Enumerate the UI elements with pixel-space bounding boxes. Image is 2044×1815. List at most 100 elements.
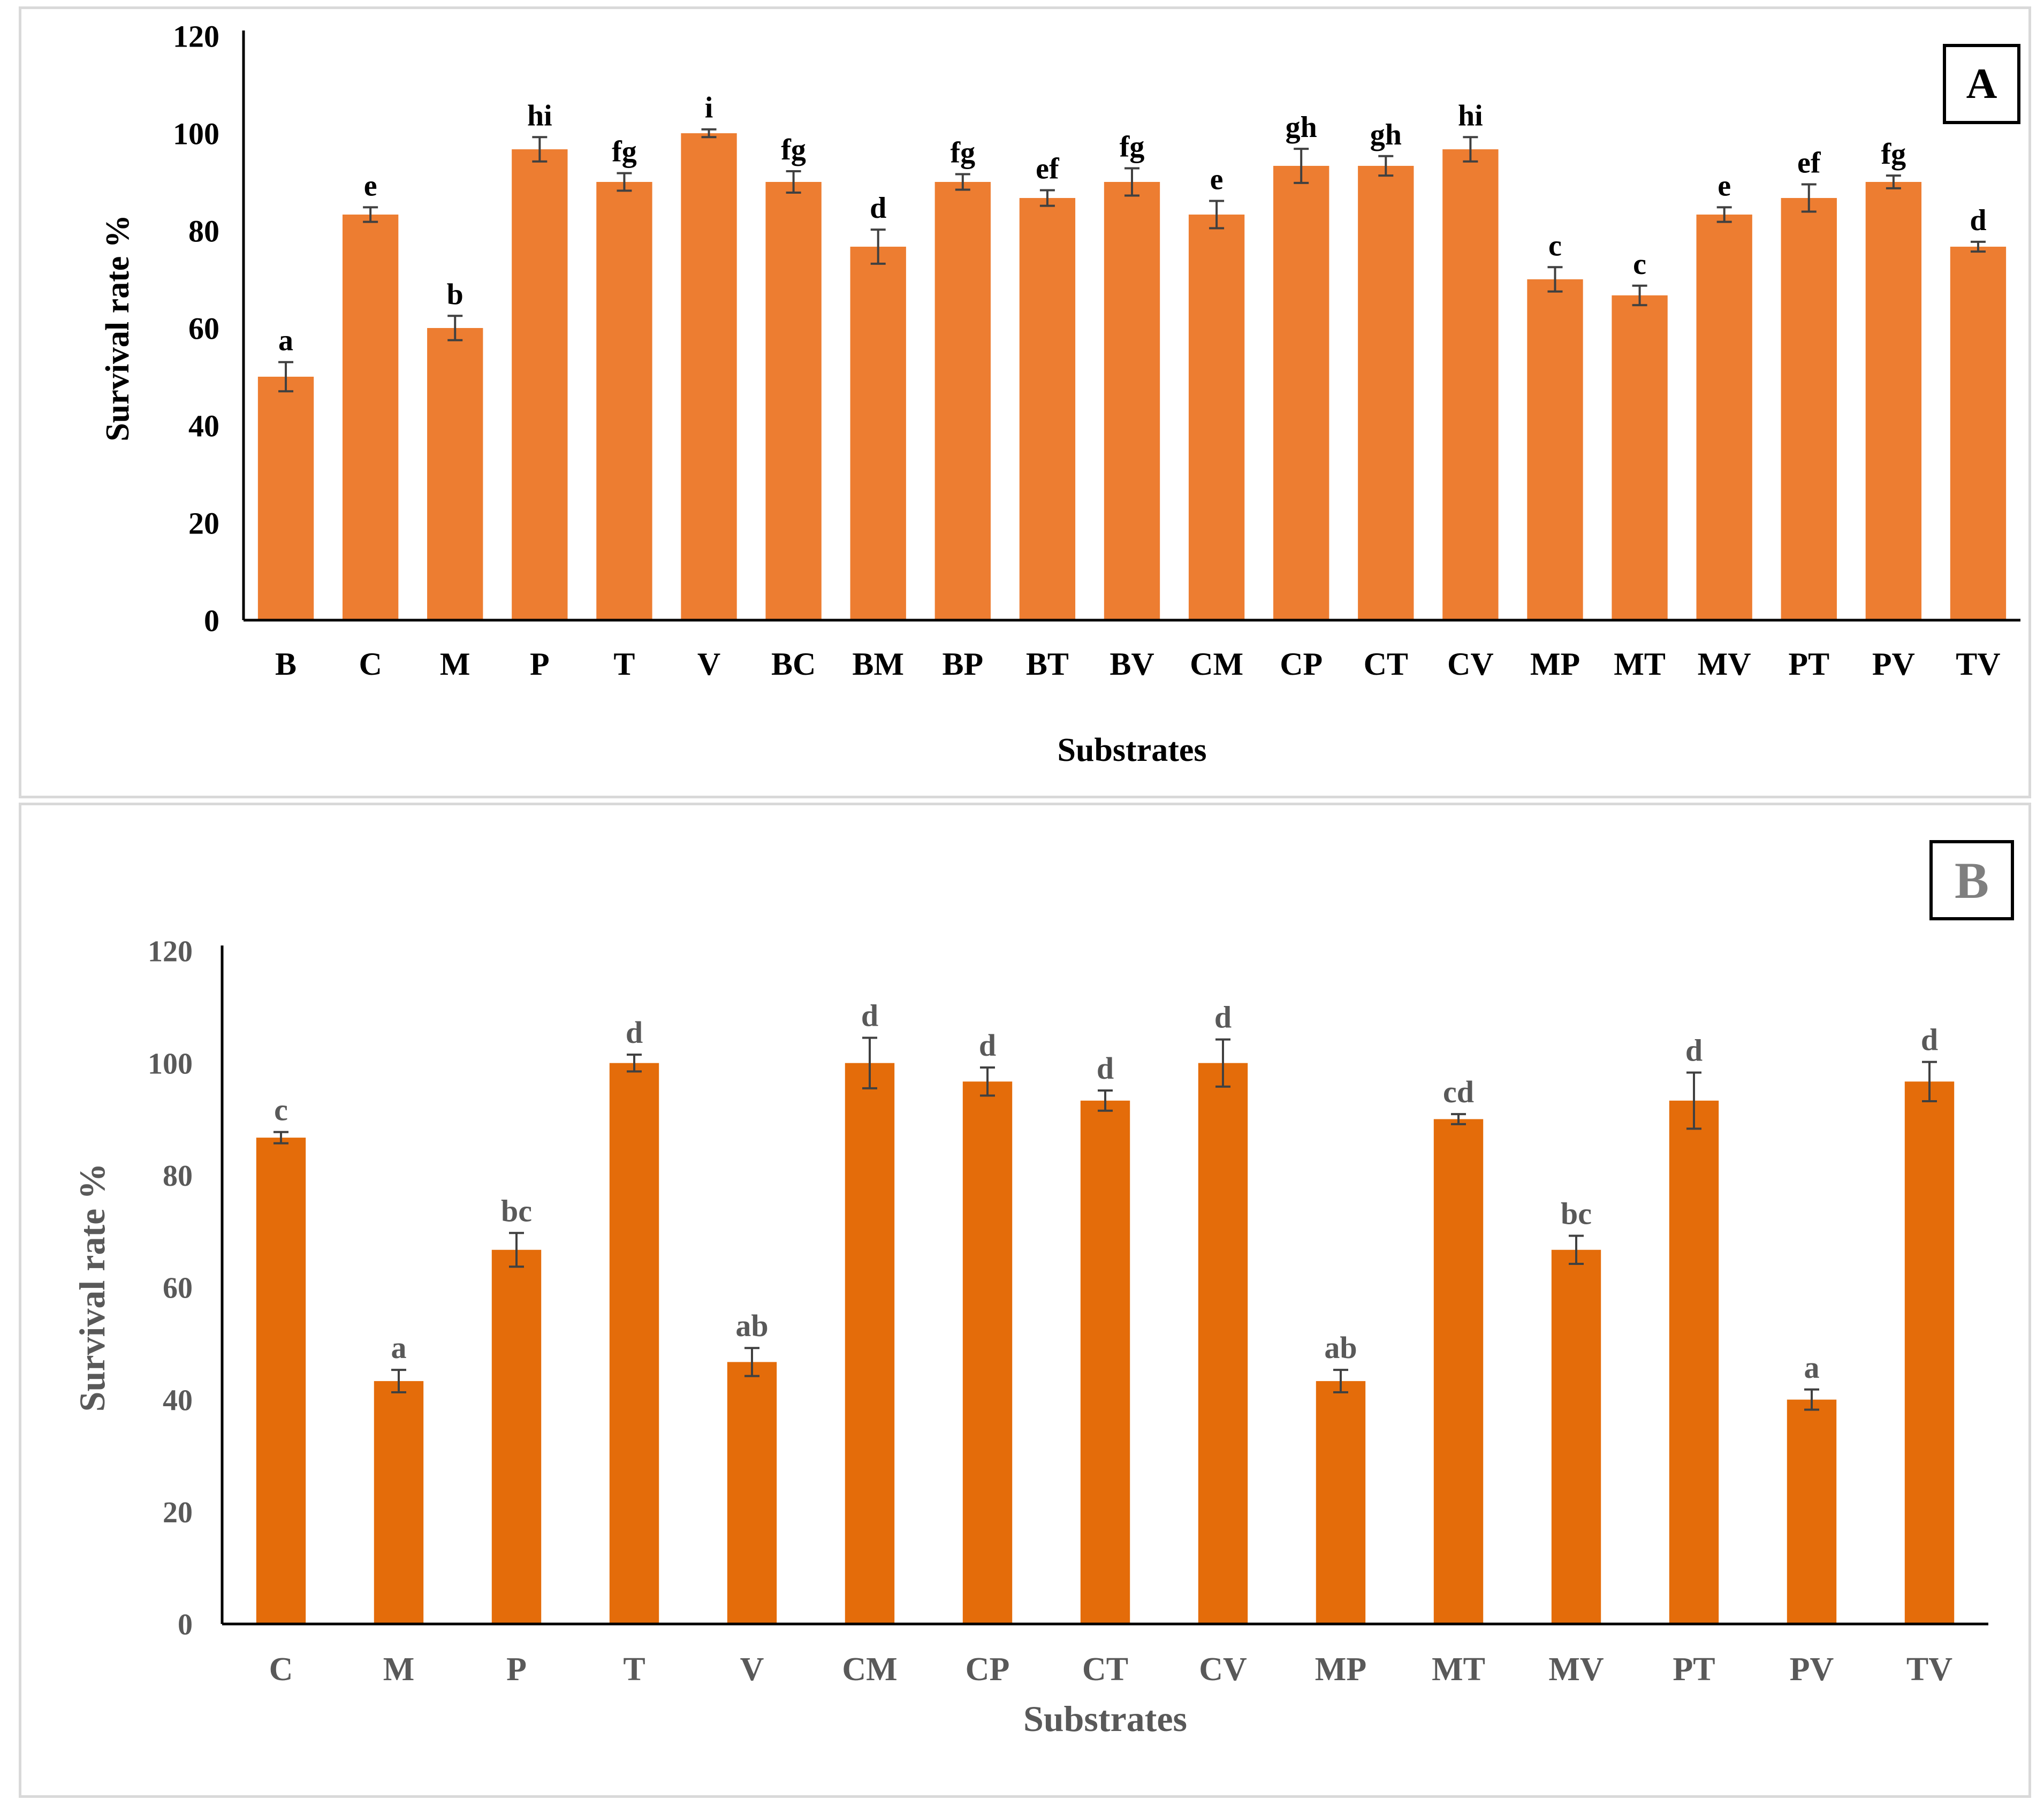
chart-b-x-tick-label: T <box>623 1651 645 1688</box>
chart-a-x-tick-label: P <box>530 646 550 682</box>
chart-b-x-tick-label: C <box>269 1651 293 1688</box>
chart-b-x-tick-label: MT <box>1432 1651 1485 1688</box>
chart-a-bar-pt <box>1781 198 1837 620</box>
chart-a-bar-cp <box>1273 165 1329 621</box>
chart-b-x-tick-label: CP <box>966 1651 1010 1688</box>
chart-a-x-tick-label: MT <box>1614 646 1666 682</box>
chart-a-bar-tv <box>1950 247 2007 620</box>
chart-b-x-tick-label: CV <box>1199 1651 1247 1688</box>
chart-a-x-tick-label: MV <box>1698 646 1751 682</box>
chart-a-significance-letter: ef <box>1036 152 1060 185</box>
chart-b-bar-mt <box>1433 1119 1484 1624</box>
chart-a-significance-letter: b <box>447 278 463 311</box>
chart-b-x-tick-label: CM <box>842 1651 897 1688</box>
chart-b-y-tick-label: 0 <box>178 1608 193 1642</box>
chart-a-x-tick-label: BC <box>771 646 816 682</box>
chart-a-bar-bm <box>850 247 906 620</box>
chart-a-bar-m <box>427 328 483 620</box>
chart-b-bar-cv <box>1198 1063 1248 1624</box>
chart-a-bar-mt <box>1612 295 1668 620</box>
chart-a-x-tick-label: MP <box>1530 646 1580 682</box>
chart-a-x-tick-label: TV <box>1956 646 2000 682</box>
chart-a-bar-bv <box>1104 182 1160 620</box>
chart-b-y-tick-label: 100 <box>148 1047 193 1080</box>
chart-a-bar-cm <box>1188 214 1245 621</box>
chart-b-significance-letter: bc <box>1561 1196 1592 1231</box>
chart-b-bar-c <box>256 1138 306 1624</box>
chart-a-y-tick-label: 60 <box>188 311 219 346</box>
chart-a-significance-letter: d <box>870 192 886 225</box>
chart-b-x-tick-label: CT <box>1082 1651 1128 1688</box>
chart-a-significance-letter: fg <box>1881 138 1906 171</box>
chart-b-bar-cm <box>845 1063 895 1624</box>
chart-b-significance-letter: d <box>1685 1033 1703 1067</box>
chart-a-x-tick-label: PT <box>1788 646 1829 682</box>
chart-b-bar-tv <box>1904 1081 1955 1624</box>
chart-b-significance-letter: d <box>1921 1023 1938 1057</box>
chart-b-significance-letter: d <box>1097 1051 1114 1086</box>
panel-label-a: A <box>1943 44 2020 124</box>
chart-b-bar-pt <box>1669 1100 1719 1624</box>
chart-a-significance-letter: d <box>1970 204 1986 237</box>
chart-a-bar-c <box>342 214 399 621</box>
chart-a-significance-letter: fg <box>781 133 806 166</box>
chart-b-y-tick-label: 120 <box>148 935 193 968</box>
chart-a-x-tick-label: CT <box>1364 646 1408 682</box>
chart-a-x-tick-label: B <box>275 646 297 682</box>
chart-b-bar-mp <box>1316 1381 1366 1624</box>
chart-a-significance-letter: c <box>1548 229 1562 262</box>
chart-a-bar-mp <box>1527 279 1583 620</box>
chart-a-x-tick-label: T <box>613 646 635 682</box>
chart-a-significance-letter: ef <box>1797 147 1821 180</box>
chart-a-bar-t <box>596 182 652 620</box>
chart-b-x-tick-label: PT <box>1673 1651 1715 1688</box>
chart-a-significance-letter: e <box>364 169 377 202</box>
chart-b-significance-letter: c <box>274 1093 288 1127</box>
chart-a-y-tick-label: 100 <box>173 116 219 151</box>
chart-b-significance-letter: a <box>1804 1350 1820 1385</box>
chart-b-significance-letter: d <box>626 1015 643 1050</box>
chart-b-y-tick-label: 80 <box>163 1160 193 1193</box>
chart-a-significance-letter: i <box>705 91 713 125</box>
chart-a-bar-v <box>681 133 737 620</box>
chart-b-x-tick-label: MV <box>1548 1651 1604 1688</box>
chart-b-x-tick-label: P <box>506 1651 527 1688</box>
chart-b-y-axis-title: Survival rate % <box>72 1163 112 1412</box>
chart-b-significance-letter: cd <box>1443 1074 1474 1109</box>
chart-a-significance-letter: a <box>278 324 293 357</box>
chart-a-y-axis-title: Survival rate % <box>100 215 136 441</box>
chart-b-y-tick-label: 40 <box>163 1384 193 1417</box>
chart-b-x-tick-label: MP <box>1315 1651 1366 1688</box>
panel-label-b: B <box>1929 840 2014 920</box>
chart-a-svg: 0 20 40 60 80 100 120 a Be Cb Mhi Pfg Ti Vfg BC d BM fg BP… <box>100 19 2020 768</box>
chart-a-bar-bc <box>765 182 822 620</box>
chart-b-bar-p <box>491 1249 542 1624</box>
chart-a-x-tick-label: PV <box>1872 646 1915 682</box>
chart-a-significance-letter: gh <box>1286 111 1317 144</box>
chart-a-significance-letter: fg <box>950 136 975 169</box>
chart-a-y-tick-label: 20 <box>188 506 219 540</box>
chart-a-x-tick-label: BM <box>852 646 904 682</box>
chart-a-significance-letter: fg <box>1120 131 1145 164</box>
chart-a-significance-letter: hi <box>1458 99 1483 132</box>
chart-b-bar-t <box>609 1063 659 1624</box>
chart-b-bar-m <box>374 1381 424 1624</box>
chart-b-significance-letter: a <box>391 1330 407 1365</box>
chart-a-bar-cv <box>1442 149 1499 620</box>
chart-a-x-axis-title: Substrates <box>1057 732 1206 768</box>
chart-a-bar-p <box>512 149 568 620</box>
chart-a-bar-b <box>257 377 314 620</box>
chart-b-x-tick-label: PV <box>1790 1651 1834 1688</box>
chart-a-significance-letter: hi <box>527 99 552 132</box>
chart-a-x-tick-label: CV <box>1447 646 1494 682</box>
chart-b-significance-letter: d <box>979 1028 996 1063</box>
chart-a-bar-bt <box>1019 198 1076 620</box>
chart-b-significance-letter: d <box>1214 1000 1232 1035</box>
chart-a-bar-bp <box>934 182 991 620</box>
chart-a-y-tick-label: 0 <box>204 603 219 638</box>
chart-b-significance-letter: d <box>861 998 878 1033</box>
chart-a-x-tick-label: CM <box>1190 646 1243 682</box>
chart-a-significance-letter: gh <box>1370 118 1402 151</box>
chart-b-svg: 0 20 40 60 80 100 120 c Ca Mbc Pd Tab Vd CM d CP d CT d CV a… <box>72 935 1988 1739</box>
